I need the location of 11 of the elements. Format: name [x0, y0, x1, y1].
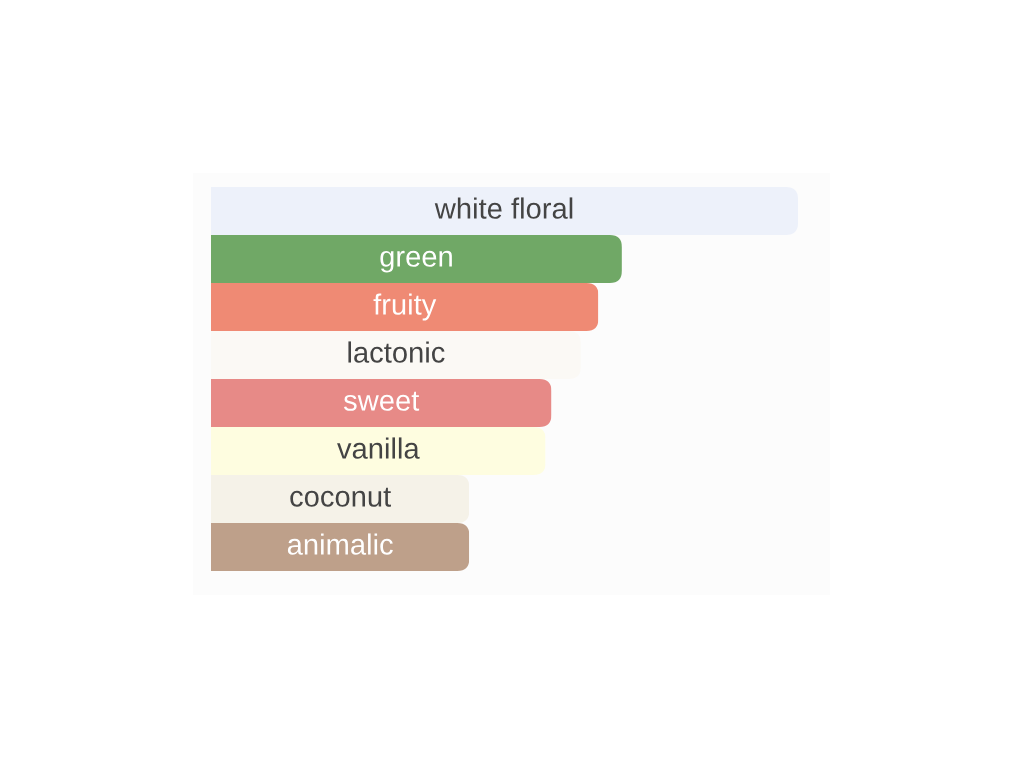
bar [211, 187, 798, 235]
bar [211, 523, 470, 571]
y-tick-label: coconut [290, 487, 392, 507]
y-tick-label: animalic [287, 533, 393, 555]
y-tick-label: sweet [343, 391, 420, 411]
y-tick-label: fruity [373, 293, 437, 321]
bar [211, 235, 622, 283]
y-tick-label: white floral [434, 197, 573, 219]
y-tick-label: vanilla [337, 437, 420, 459]
y-tick-label: green [380, 250, 452, 273]
y-tick-label: lactonic [348, 341, 445, 363]
